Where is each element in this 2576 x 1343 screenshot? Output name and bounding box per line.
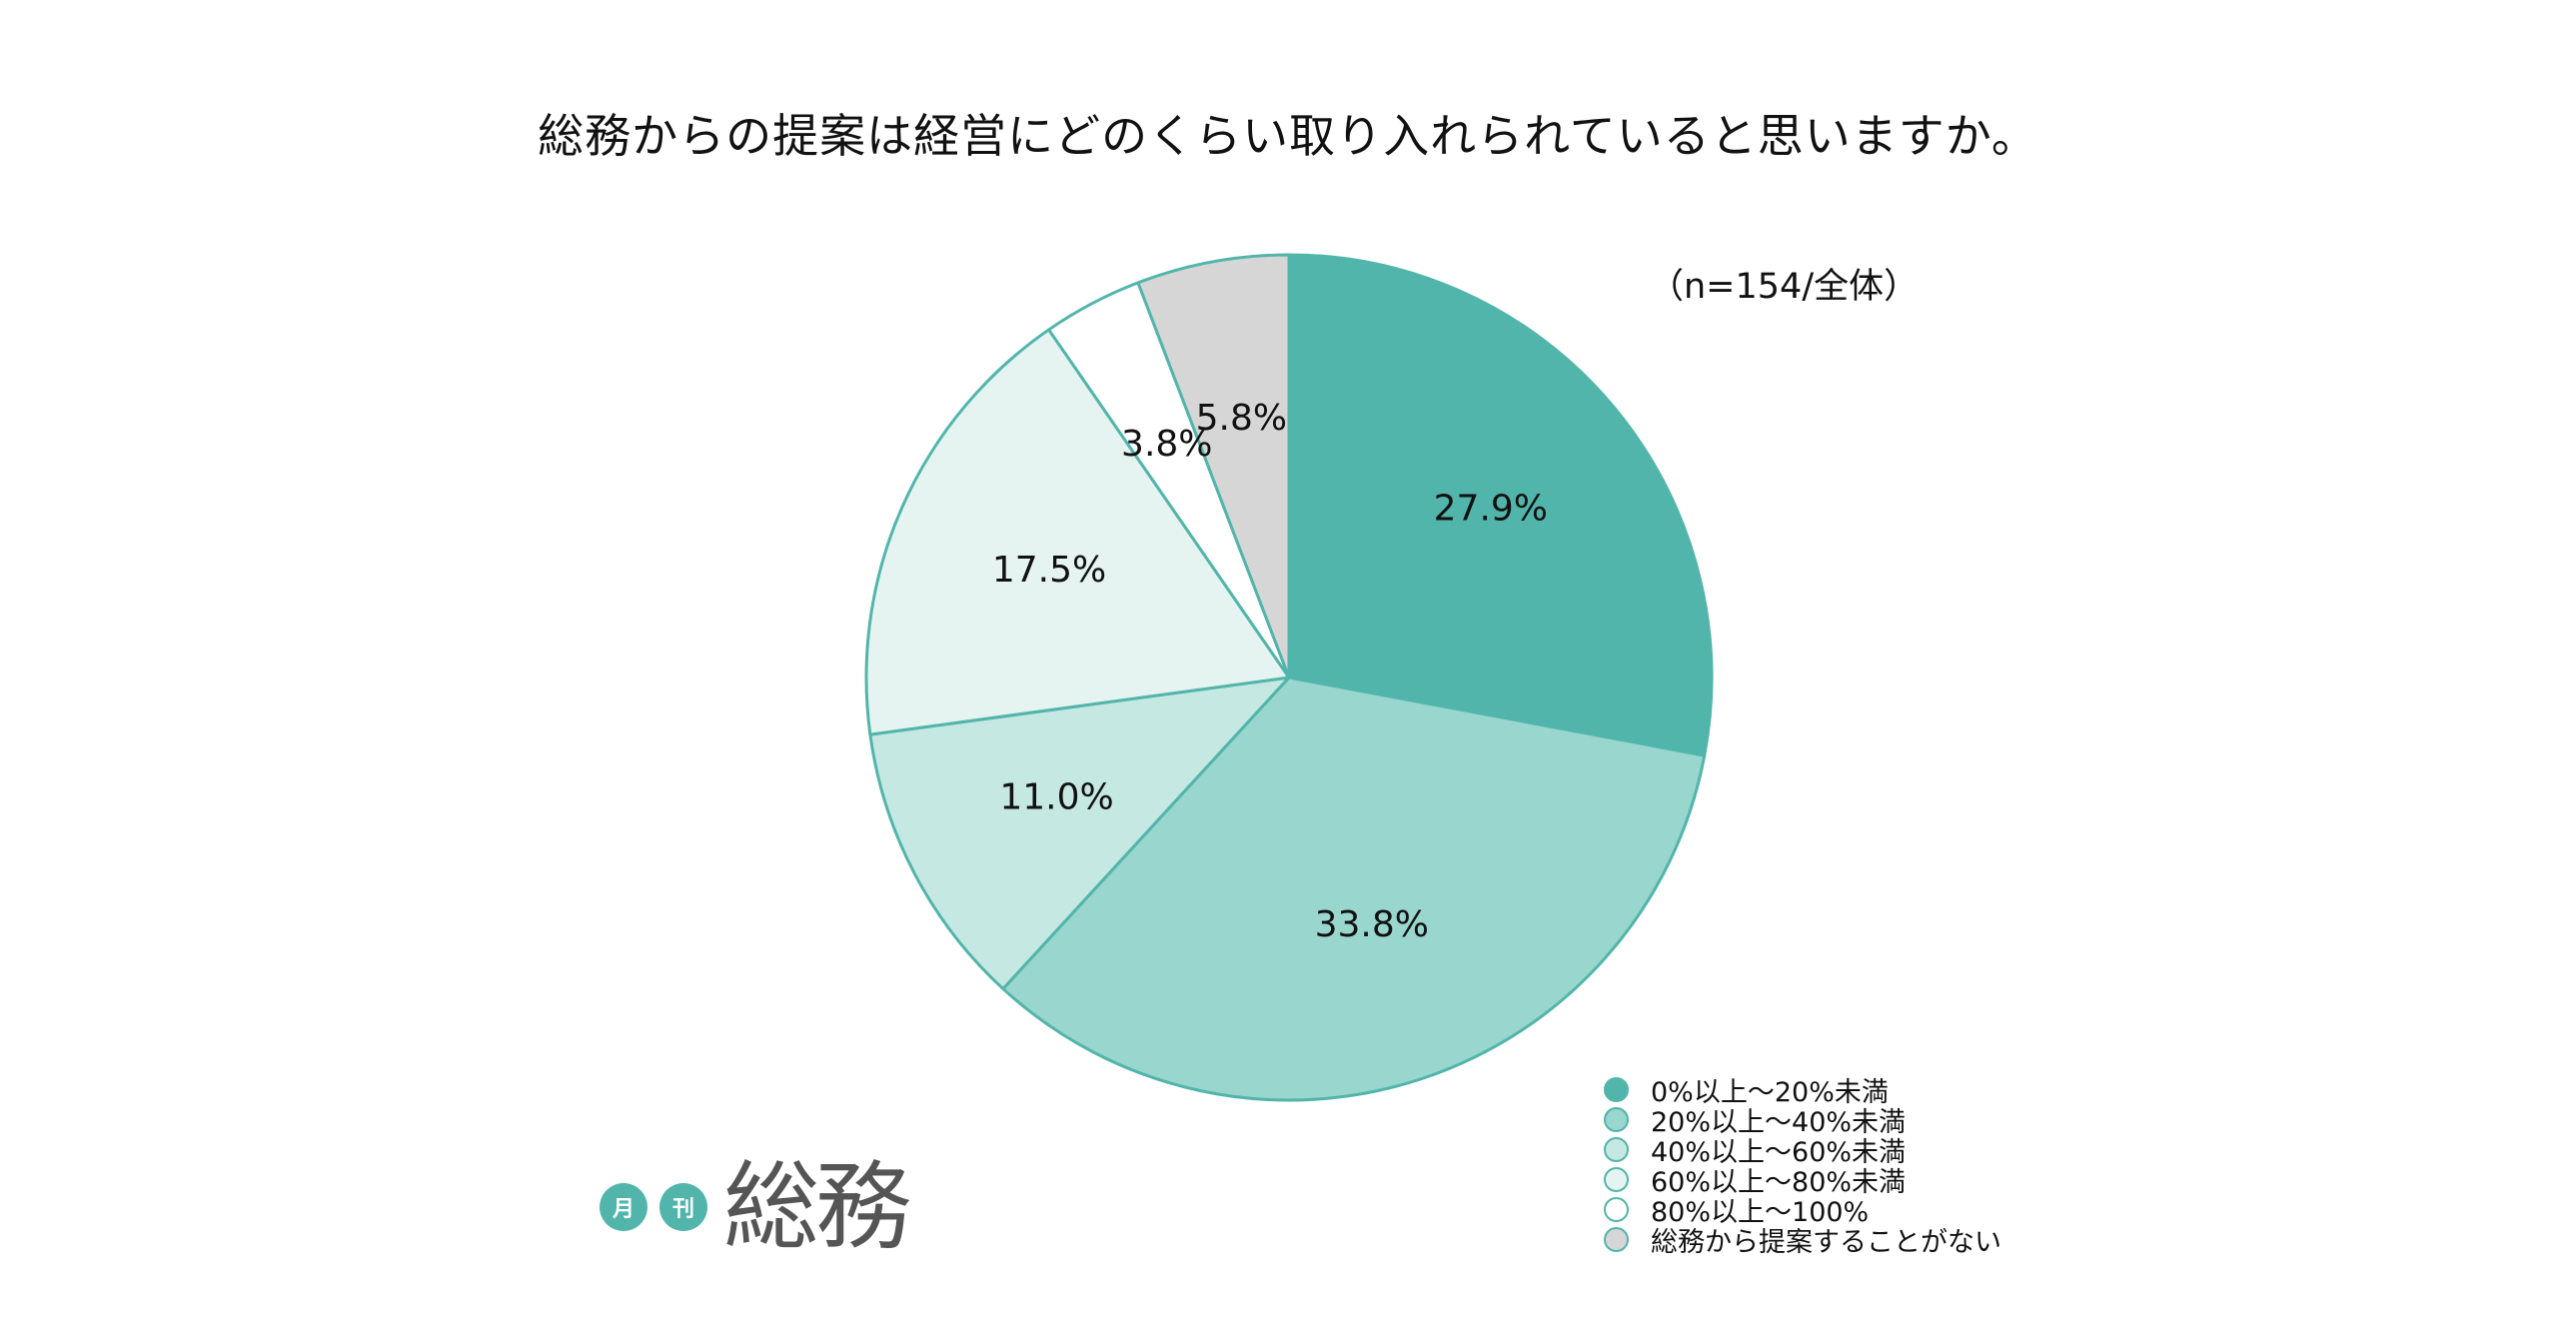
slice-label-2: 33.8%	[1315, 904, 1429, 945]
pie-slice-4	[864, 328, 1291, 736]
pie-labels: 27.9% 33.8% 11.0% 17.5% 3.8%5.8%	[992, 398, 1548, 945]
sample-size-note: （n=154/全体）	[1649, 267, 1920, 307]
legend-item-3: 40%以上〜60%未満	[1604, 1134, 2001, 1168]
brand-badge-publication: 刊	[659, 1183, 707, 1231]
slice-label-1: 27.9%	[1434, 489, 1548, 530]
pie-slice-3	[868, 675, 1291, 991]
pie-slices	[864, 253, 1714, 1102]
slice-label-4: 17.5%	[992, 550, 1106, 591]
pie-slice-6	[1136, 253, 1291, 679]
legend-label-4: 60%以上〜80%未満	[1651, 1166, 1907, 1198]
brand-badge-monthly: 月	[600, 1183, 647, 1231]
legend-item-1: 0%以上〜20%未満	[1604, 1074, 2001, 1108]
legend-item-4: 60%以上〜80%未満	[1604, 1164, 2001, 1198]
legend-label-6: 総務から提案することがない	[1651, 1226, 2001, 1258]
legend-swatch-2	[1604, 1106, 1629, 1132]
slice-label-6: 5.8%	[1196, 398, 1287, 439]
pie-slice-2	[1001, 675, 1707, 1102]
slice-label-3: 11.0%	[999, 776, 1113, 817]
legend-swatch-5	[1604, 1196, 1629, 1222]
legend-label-5: 80%以上〜100%	[1651, 1196, 1870, 1228]
pie-slice-1	[1287, 253, 1714, 757]
brand-logo: 月 刊 総務	[600, 1151, 911, 1263]
legend-swatch-6	[1604, 1226, 1629, 1252]
legend-swatch-4	[1604, 1166, 1629, 1192]
legend-swatch-3	[1604, 1136, 1629, 1162]
legend-label-2: 20%以上〜40%未満	[1651, 1106, 1907, 1138]
legend-item-2: 20%以上〜40%未満	[1604, 1104, 2001, 1138]
legend-label-1: 0%以上〜20%未満	[1651, 1076, 1889, 1108]
legend-item-6: 総務から提案することがない	[1604, 1224, 2001, 1258]
legend-label-3: 40%以上〜60%未満	[1651, 1136, 1907, 1168]
legend-item-5: 80%以上〜100%	[1604, 1194, 2001, 1228]
slice-label-5: 3.8%	[1121, 424, 1212, 465]
legend: 0%以上〜20%未満 20%以上〜40%未満 40%以上〜60%未満 60%以上〜80…	[1604, 1074, 2001, 1258]
brand-name: 総務	[723, 1151, 911, 1263]
legend-swatch-1	[1604, 1076, 1629, 1102]
chart-title: 総務からの提案は経営にどのくらい取り入れられていると思いますか。	[538, 109, 2038, 163]
